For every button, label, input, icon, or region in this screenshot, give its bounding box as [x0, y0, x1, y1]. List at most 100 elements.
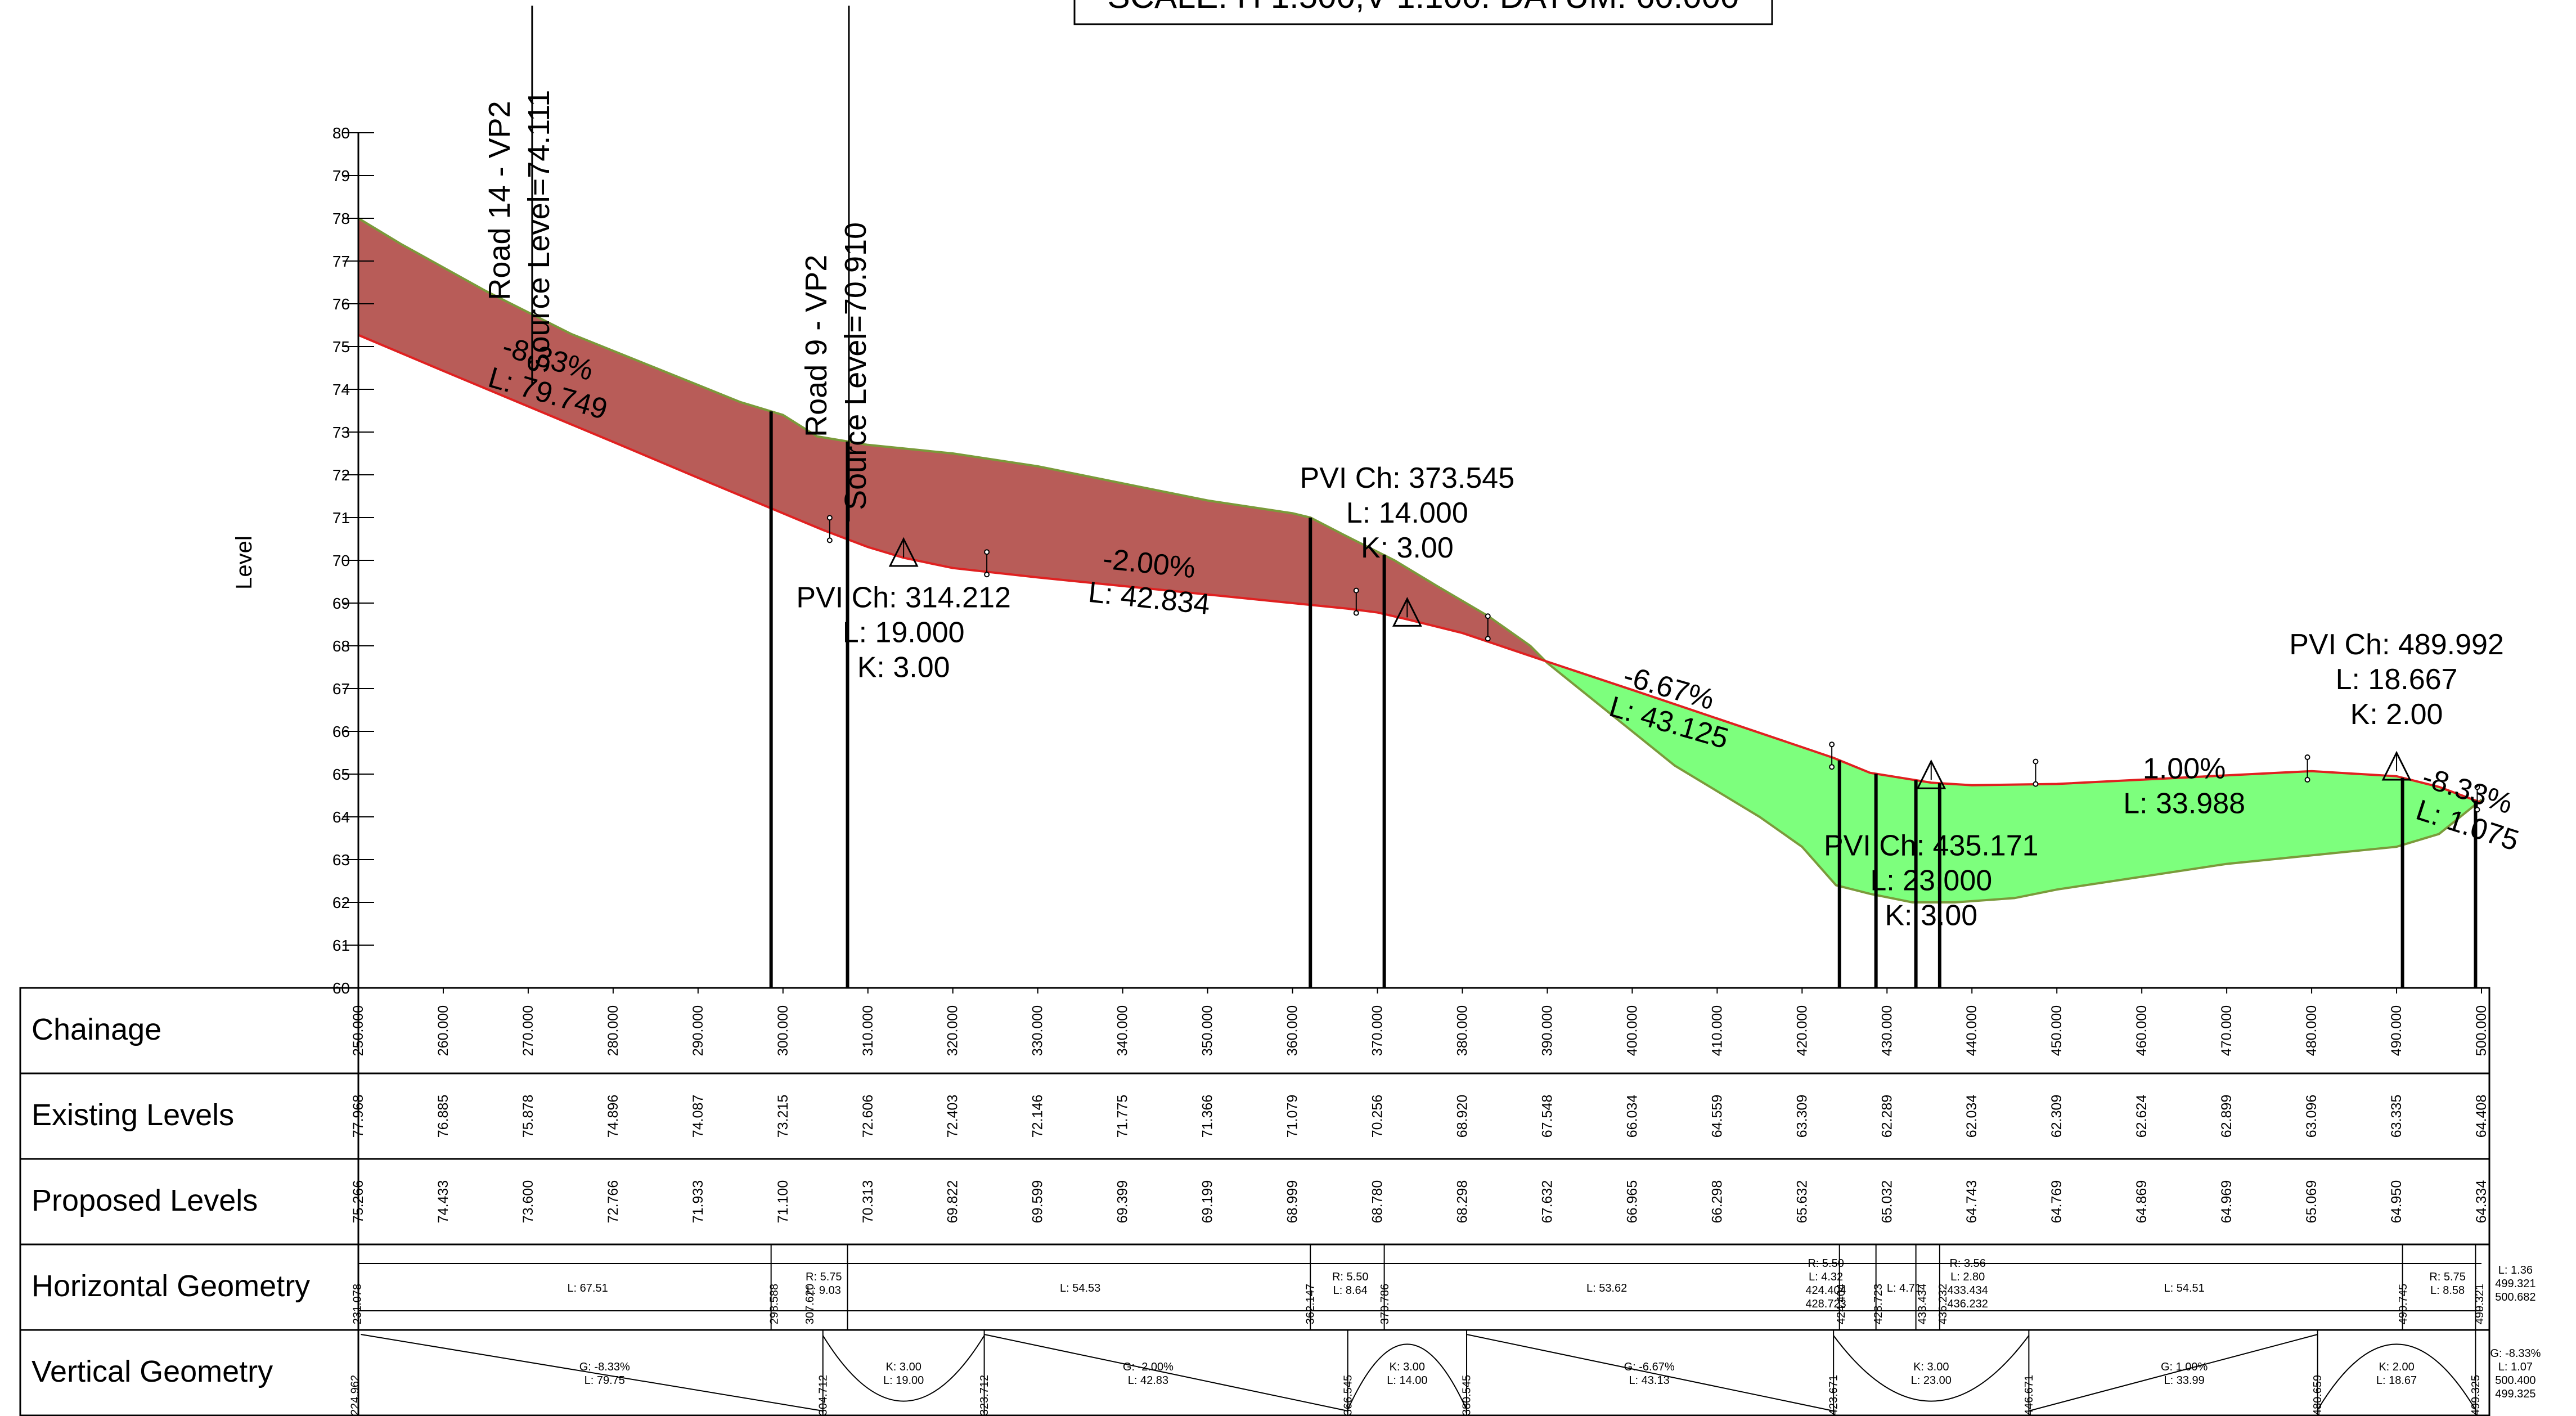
- vgeom-text-3-1: L: 19.00: [883, 1374, 924, 1387]
- y-tick-label-68: 68: [332, 637, 350, 655]
- vgeom-text-8: 380.545: [1461, 1375, 1473, 1415]
- chainage-22: 470.000: [2219, 1005, 2235, 1056]
- existing-14: 67.548: [1539, 1095, 1555, 1138]
- proposed-5: 71.100: [775, 1180, 791, 1223]
- hgeom-text-0: 231.078: [352, 1284, 364, 1324]
- proposed-4: 71.933: [690, 1180, 706, 1223]
- pin-head-3: [1353, 587, 1359, 594]
- proposed-25: 64.334: [2474, 1180, 2489, 1224]
- chainage-21: 460.000: [2134, 1005, 2150, 1056]
- vgeom-grade-1: [984, 1334, 1348, 1411]
- y-tick-label-61: 61: [332, 937, 350, 954]
- annotation-6-line-2: K: 3.00: [1361, 532, 1454, 564]
- pin-head-11: [2474, 784, 2480, 790]
- y-tick-label-70: 70: [332, 552, 350, 569]
- grade-annotations: Road 14 - VP2 Source Level=74.111 Road 9 -…: [483, 6, 2523, 932]
- vgeom-text-6: 366.545: [1342, 1375, 1354, 1415]
- source-label-1-a: Road 9 - VP2: [799, 255, 833, 437]
- annotation-6-line-0: PVI Ch: 373.545: [1300, 462, 1515, 495]
- profile-symbols: [826, 515, 2480, 813]
- annotation-3-line-0: 1.00%: [2143, 753, 2226, 785]
- vgeom-text-11-1: L: 23.00: [1911, 1374, 1952, 1387]
- pvi-triangle-1: [888, 537, 919, 567]
- pin-foot-5: [1485, 636, 1491, 642]
- hgeom-text-10-1: L: 4.32: [1809, 1271, 1843, 1283]
- vgeom-text-17-1: L: 1.07: [2498, 1361, 2533, 1373]
- chainage-5: 300.000: [775, 1005, 791, 1056]
- hgeom-text-16-0: R: 3.56: [1949, 1257, 1985, 1270]
- chainage-20: 450.000: [2049, 1005, 2065, 1056]
- proposed-0: 75.266: [350, 1180, 366, 1223]
- chainage-16: 410.000: [1709, 1005, 1725, 1056]
- vgeom-text-17-3: 499.325: [2495, 1388, 2535, 1400]
- vgeom-text-13-1: L: 33.99: [2164, 1374, 2204, 1387]
- hgeom-text-16-3: 436.232: [1948, 1298, 1988, 1310]
- annotation-3-line-1: L: 33.988: [2123, 788, 2245, 820]
- chainage-23: 480.000: [2304, 1005, 2319, 1056]
- pin-head-2: [984, 549, 990, 555]
- annotation-7-line-0: PVI Ch: 435.171: [1824, 829, 2039, 862]
- existing-5: 73.215: [775, 1095, 791, 1138]
- vgeom-text-10: 423.671: [1828, 1375, 1840, 1415]
- proposed-24: 64.950: [2389, 1180, 2404, 1223]
- proposed-22: 64.969: [2219, 1180, 2235, 1223]
- y-tick-label-71: 71: [332, 509, 350, 527]
- hgeom-text-19-1: L: 8.58: [2430, 1284, 2465, 1297]
- pin-foot-2: [984, 572, 990, 578]
- vgeom-text-1-0: G: -8.33%: [579, 1361, 630, 1373]
- hgeom-text-13: L: 4.71: [1887, 1282, 1921, 1294]
- vgeom-text-11-0: K: 3.00: [1913, 1361, 1949, 1373]
- existing-8: 72.146: [1030, 1095, 1046, 1138]
- existing-23: 63.096: [2304, 1095, 2319, 1138]
- existing-21: 62.624: [2134, 1095, 2150, 1138]
- vgeom-text-17-0: G: -8.33%: [2490, 1347, 2541, 1360]
- proposed-3: 72.766: [605, 1180, 621, 1223]
- hgeom-text-8: L: 54.53: [1060, 1282, 1100, 1294]
- vgeom-text-16: 499.325: [2470, 1375, 2482, 1415]
- y-tick-label-62: 62: [332, 894, 350, 911]
- chainage-8: 330.000: [1030, 1005, 1046, 1056]
- vgeom-text-17-2: 500.400: [2495, 1374, 2535, 1387]
- annotation-5-line-2: K: 3.00: [857, 651, 950, 684]
- existing-15: 66.034: [1624, 1095, 1640, 1138]
- hgeom-text-21-1: 499.321: [2495, 1278, 2535, 1290]
- proposed-11: 68.999: [1285, 1180, 1301, 1223]
- vgeom-curve-1: [1347, 1343, 1467, 1410]
- y-tick-label-80: 80: [332, 124, 350, 142]
- chainage-14: 390.000: [1539, 1005, 1555, 1056]
- y-tick-label-76: 76: [332, 295, 350, 313]
- hgeom-text-10-0: R: 5.50: [1808, 1257, 1844, 1270]
- existing-10: 71.366: [1200, 1095, 1216, 1138]
- chainage-9: 340.000: [1115, 1005, 1131, 1056]
- level-axis: 6061626364656667686970717273747576777879…: [332, 124, 374, 997]
- vgeom-text-5-1: L: 42.83: [1128, 1374, 1168, 1387]
- pin-foot-9: [2304, 777, 2310, 783]
- annotation-7-line-2: K: 3.00: [1885, 899, 1977, 932]
- hgeom-text-10-2: 424.404: [1805, 1284, 1846, 1297]
- annotation-8-line-2: K: 2.00: [2350, 698, 2443, 731]
- vgeom-curve-3: [2317, 1343, 2476, 1410]
- chainage-3: 280.000: [605, 1005, 621, 1056]
- hgeom-text-14: 433.434: [1917, 1284, 1929, 1324]
- source-label-0-a: Road 14 - VP2: [483, 101, 516, 300]
- hgeom-text-2-1: L: 9.03: [807, 1284, 841, 1297]
- annotation-7-line-1: L: 23.000: [1870, 864, 1992, 897]
- y-tick-label-79: 79: [332, 167, 350, 185]
- chainage-1: 260.000: [435, 1005, 451, 1056]
- y-tick-label-72: 72: [332, 466, 350, 484]
- chainage-15: 400.000: [1624, 1005, 1640, 1056]
- hgeom-text-2-0: R: 5.75: [806, 1271, 842, 1283]
- pvi-triangle-4: [1392, 597, 1422, 627]
- annotation-6-line-1: L: 14.000: [1346, 497, 1468, 529]
- proposed-16: 66.298: [1709, 1180, 1725, 1223]
- chainage-11: 360.000: [1285, 1005, 1301, 1056]
- vgeom-text-1-1: L: 79.75: [585, 1374, 625, 1387]
- chainage-0: 250.000: [350, 1005, 366, 1056]
- pin-head-9: [2304, 754, 2310, 760]
- pin-head-0: [826, 515, 833, 521]
- hgeom-text-12: 428.723: [1872, 1284, 1885, 1324]
- existing-2: 75.878: [520, 1095, 536, 1138]
- existing-4: 74.087: [690, 1095, 706, 1138]
- vgeom-grade-3: [2029, 1334, 2318, 1411]
- vertical-markers: [769, 411, 2478, 988]
